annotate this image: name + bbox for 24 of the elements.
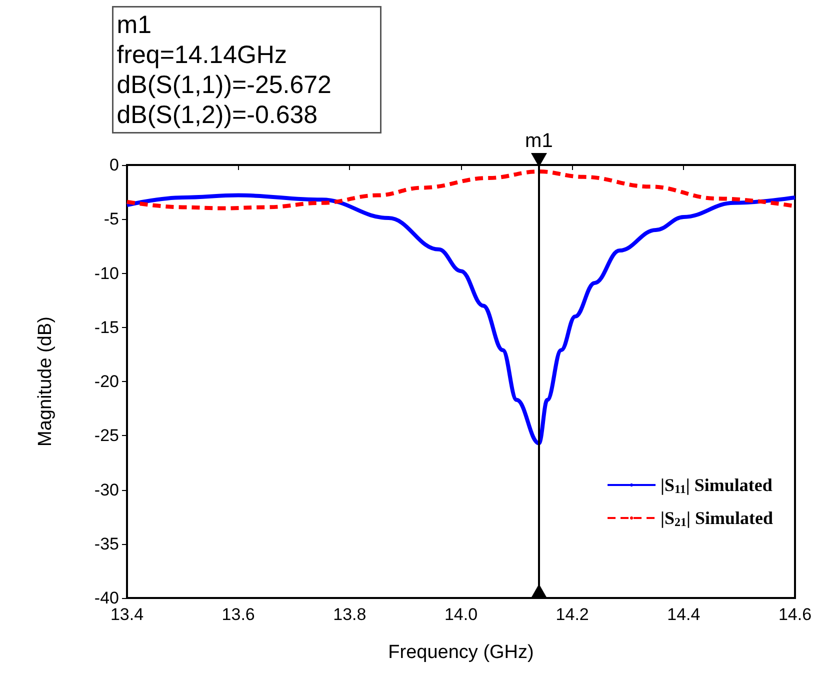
y-tick-label: -20: [94, 372, 119, 391]
x-tick-label: 14.4: [667, 605, 700, 624]
text: dB(S(1,2))=-0.638: [116, 100, 318, 129]
y-tick-label: -25: [94, 426, 119, 446]
x-tick-label: 14.6: [778, 605, 812, 624]
x-axis-title: Frequency (GHz): [388, 642, 534, 663]
y-tick-label: -5: [104, 210, 119, 229]
text: freq=14.14GHz: [116, 40, 287, 69]
text: dB(S(1,1))=-25.672: [116, 70, 332, 99]
y-tick-label: 0: [110, 156, 119, 174]
y-tick-label: -15: [94, 318, 119, 337]
y-tick-label: -10: [94, 264, 119, 283]
ref-line-label: m1: [525, 130, 553, 152]
y-axis-title: Magnitude (dB): [35, 316, 56, 446]
y-tick-label: -35: [94, 534, 119, 554]
x-tick-label: 13.8: [333, 605, 366, 624]
x-tick-label: 14.2: [556, 605, 589, 624]
y-tick-label: -40: [94, 588, 119, 608]
line-series: [125, 193, 797, 446]
text: m1: [116, 10, 152, 39]
x-tick-label: 14.0: [444, 605, 478, 624]
x-tick-label: 13.6: [222, 605, 255, 624]
x-tick-label: 13.4: [110, 605, 144, 624]
y-tick-label: -30: [94, 480, 119, 500]
